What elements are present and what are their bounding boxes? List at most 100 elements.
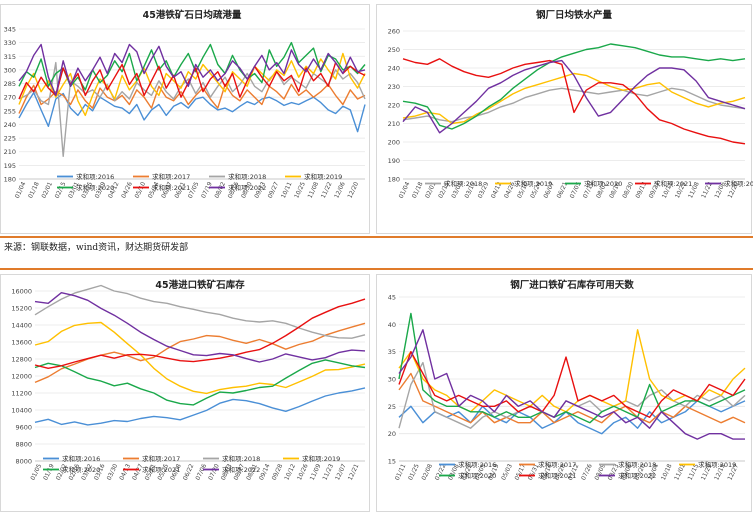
series-line-2018 bbox=[34, 284, 366, 339]
legend-label: 求和项:2020 bbox=[76, 183, 114, 192]
x-tick-label: 07/19 bbox=[200, 181, 214, 200]
y-tick-label: 250 bbox=[388, 46, 400, 54]
x-tick-label: 01/04 bbox=[14, 181, 28, 200]
x-tick-label: 09/27 bbox=[267, 181, 281, 200]
series-line-2020 bbox=[398, 312, 746, 424]
legend-label: 求和项:2020 bbox=[584, 179, 622, 188]
series-line-2019 bbox=[402, 72, 746, 125]
y-tick-label: 12800 bbox=[11, 356, 32, 364]
y-tick-label: 190 bbox=[388, 157, 400, 165]
series-line-2017 bbox=[18, 83, 366, 114]
y-tick-label: 270 bbox=[4, 94, 16, 102]
series-line-2020 bbox=[402, 43, 746, 130]
y-tick-label: 180 bbox=[388, 176, 400, 184]
y-tick-label: 15 bbox=[388, 458, 396, 466]
y-tick-label: 11200 bbox=[11, 390, 32, 398]
legend-label: 求和项:2019 bbox=[698, 460, 736, 469]
y-tick-label: 315 bbox=[4, 53, 16, 61]
legend-label: 求和项:2016 bbox=[76, 172, 114, 181]
chart-panel-mill-stock-days: 钢厂进口铁矿石库存可用天数 15 20 25 30 35 40 45 01/11 01/25 02/… bbox=[376, 274, 752, 512]
series-line-2018 bbox=[398, 361, 746, 429]
source-note: 来源：钢联数据，wind资讯，财达期货研发部 bbox=[4, 243, 189, 253]
legend-label: 求和项:2018 bbox=[222, 454, 260, 463]
x-tick-label: 01/04 bbox=[398, 181, 412, 200]
y-tick-label: 345 bbox=[4, 26, 16, 34]
y-tick-label: 230 bbox=[388, 83, 400, 91]
y-tick-label: 200 bbox=[388, 139, 400, 147]
legend-label: 求和项:2017 bbox=[142, 454, 180, 463]
y-tick-label: 225 bbox=[4, 135, 16, 143]
chart-title: 钢厂日均铁水产量 bbox=[536, 9, 613, 21]
chart-hot-metal: 钢厂日均铁水产量 180 190 200 210 220 230 240 250 260 01/04… bbox=[388, 9, 753, 200]
series-line-2022 bbox=[18, 43, 366, 97]
x-tick-label: 10/18 bbox=[660, 463, 674, 482]
series-line-2021 bbox=[402, 58, 746, 145]
y-tick-label: 20 bbox=[388, 430, 396, 438]
legend-label: 求和项:2019 bbox=[304, 172, 342, 181]
y-tick-label: 8800 bbox=[15, 441, 32, 449]
y-tick-label: 180 bbox=[4, 176, 16, 184]
y-tick-label: 25 bbox=[388, 403, 396, 411]
y-tick-label: 220 bbox=[388, 102, 400, 110]
legend-label: 求和项:2020 bbox=[458, 471, 496, 480]
chart-title: 45港进口铁矿石库存 bbox=[155, 279, 245, 291]
y-tick-label: 300 bbox=[4, 66, 16, 74]
y-tick-label: 14400 bbox=[11, 322, 32, 330]
series-line-2022 bbox=[34, 292, 366, 363]
chart-panel-port-inventory: 45港进口铁矿石库存 8000 8800 9600 10400 11200 12000 128… bbox=[0, 274, 370, 512]
y-tick-label: 45 bbox=[388, 294, 396, 302]
legend-label: 求和项:2017 bbox=[152, 172, 190, 181]
series-line-2021 bbox=[398, 350, 746, 419]
legend-label: 求和项:2016 bbox=[458, 460, 496, 469]
y-tick-label: 12000 bbox=[11, 373, 32, 381]
legend-label: 求和项:2022 bbox=[228, 183, 266, 192]
chart-title: 45港铁矿石日均疏港量 bbox=[143, 9, 242, 21]
legend-label: 求和项:2022 bbox=[222, 465, 260, 474]
chart-port-inventory: 45港进口铁矿石库存 8000 8800 9600 10400 11200 12000 128… bbox=[11, 279, 366, 482]
y-tick-label: 10400 bbox=[11, 407, 32, 415]
chart-title: 钢厂进口铁矿石库存可用天数 bbox=[510, 279, 634, 291]
legend-label: 求和项:2021 bbox=[142, 465, 180, 474]
legend-label: 求和项:2019 bbox=[514, 179, 552, 188]
series-line-2018 bbox=[18, 61, 366, 158]
legend-label: 求和项:2016 bbox=[62, 454, 100, 463]
top-divider bbox=[0, 236, 753, 238]
x-tick-label: 05/17 bbox=[514, 463, 528, 482]
legend-label: 求和项:2021 bbox=[152, 183, 190, 192]
x-tick-label: 12/21 bbox=[347, 463, 361, 482]
legend-label: 求和项:2019 bbox=[302, 454, 340, 463]
y-tick-label: 210 bbox=[388, 120, 400, 128]
legend-label: 求和项:2017 bbox=[538, 460, 576, 469]
legend-label: 求和项:2022 bbox=[618, 471, 656, 480]
x-tick-label: 12/06 bbox=[333, 181, 347, 200]
x-tick-label: 01/18 bbox=[411, 181, 425, 200]
y-tick-label: 8000 bbox=[15, 458, 32, 466]
y-tick-label: 35 bbox=[388, 348, 396, 356]
x-tick-label: 02/01 bbox=[40, 181, 54, 200]
y-tick-label: 13600 bbox=[11, 339, 32, 347]
y-tick-label: 30 bbox=[388, 376, 396, 384]
legend-label: 求和项:2018 bbox=[444, 179, 482, 188]
series-line-2016 bbox=[18, 91, 366, 133]
x-tick-label: 02/15 bbox=[54, 181, 68, 200]
x-tick-label: 08/30 bbox=[621, 181, 635, 200]
y-tick-label: 330 bbox=[4, 39, 16, 47]
x-tick-label: 12/20 bbox=[347, 181, 361, 200]
x-tick-label: 10/25 bbox=[293, 181, 307, 200]
x-tick-label: 04/26 bbox=[120, 181, 134, 200]
x-tick-label: 11/22 bbox=[320, 181, 334, 200]
legend-label: 求和项:2018 bbox=[228, 172, 266, 181]
legend-label: 求和项:2020 bbox=[62, 465, 100, 474]
series-line-2020 bbox=[18, 41, 366, 91]
series-line-2021 bbox=[34, 298, 366, 370]
y-tick-label: 195 bbox=[4, 162, 16, 170]
x-tick-label: 02/22 bbox=[434, 463, 448, 482]
legend-label: 求和项:2021 bbox=[538, 471, 576, 480]
chart-panel-port-dispatch: 45港铁矿石日均疏港量 180 195 210 225 240 255 270 285 300 31… bbox=[0, 4, 370, 234]
y-tick-label: 9600 bbox=[15, 424, 32, 432]
y-tick-label: 240 bbox=[4, 121, 16, 129]
x-tick-label: 02/08 bbox=[420, 463, 434, 482]
chart-port-dispatch: 45港铁矿石日均疏港量 180 195 210 225 240 255 270 285 300 31… bbox=[4, 9, 366, 200]
y-tick-label: 260 bbox=[388, 28, 400, 36]
